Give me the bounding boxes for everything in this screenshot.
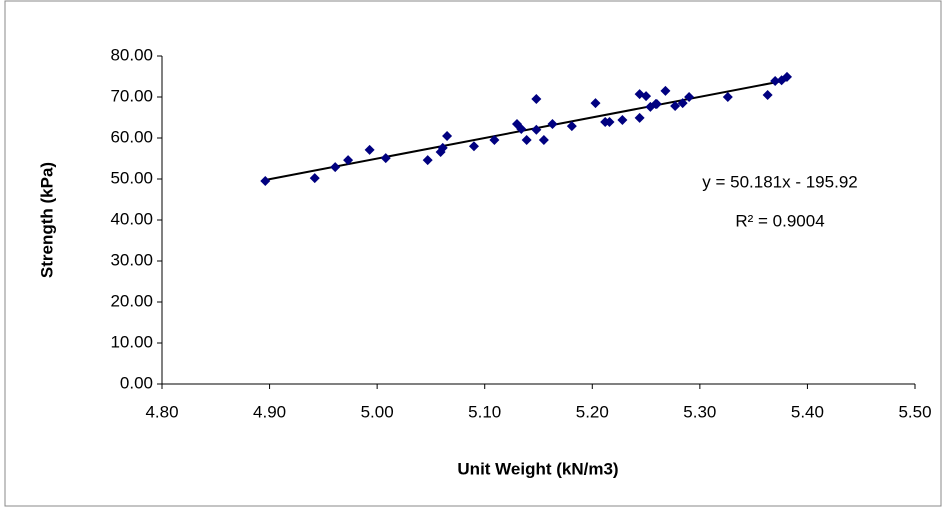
x-tick-label: 5.20 (576, 402, 609, 421)
data-point (437, 142, 448, 153)
trendline-equation: y = 50.181x - 195.92 (702, 172, 857, 191)
y-axis-title: Strength (kPa) (37, 162, 56, 278)
y-tick-label: 50.00 (110, 168, 153, 187)
data-point (566, 121, 577, 132)
y-tick-label: 70.00 (110, 86, 153, 105)
y-tick-label: 10.00 (110, 332, 153, 351)
data-point (468, 141, 479, 152)
x-tick-label: 5.50 (898, 402, 931, 421)
data-point (330, 162, 341, 173)
data-point (422, 155, 433, 166)
y-tick-label: 0.00 (120, 373, 153, 392)
data-point (521, 135, 532, 146)
data-point (489, 135, 500, 146)
data-point (770, 76, 781, 87)
y-tick-label: 40.00 (110, 209, 153, 228)
data-point (617, 114, 628, 125)
x-tick-label: 5.40 (791, 402, 824, 421)
data-point (722, 92, 733, 102)
x-tick-label: 4.90 (253, 402, 286, 421)
data-point (590, 98, 601, 109)
data-point (516, 123, 527, 134)
x-tick-label: 5.10 (468, 402, 501, 421)
data-point (641, 91, 652, 102)
trendline (265, 79, 788, 181)
data-point (531, 94, 542, 105)
data-point (781, 71, 792, 82)
data-point (364, 144, 375, 155)
x-tick-label: 4.80 (145, 402, 178, 421)
y-tick-label: 30.00 (110, 250, 153, 269)
data-point (309, 173, 320, 184)
data-point (547, 119, 558, 130)
data-point (651, 98, 662, 109)
chart-frame (4, 0, 942, 507)
data-point (677, 98, 688, 109)
y-tick-label: 20.00 (110, 291, 153, 310)
x-tick-label: 5.00 (361, 402, 394, 421)
data-point (380, 153, 391, 164)
data-point (670, 101, 681, 112)
data-point (684, 92, 695, 102)
data-point (531, 124, 542, 135)
x-axis-title: Unit Weight (kN/m3) (457, 459, 618, 478)
y-tick-label: 60.00 (110, 127, 153, 146)
y-tick-label: 80.00 (110, 45, 153, 64)
trendline-r2: R² = 0.9004 (735, 211, 824, 230)
data-point (442, 130, 453, 141)
data-point (634, 112, 645, 123)
data-point (604, 117, 615, 128)
data-point (260, 176, 271, 187)
x-tick-label: 5.30 (683, 402, 716, 421)
data-point (343, 155, 354, 166)
data-point (762, 89, 773, 100)
data-point (660, 85, 671, 96)
data-point (538, 135, 549, 146)
